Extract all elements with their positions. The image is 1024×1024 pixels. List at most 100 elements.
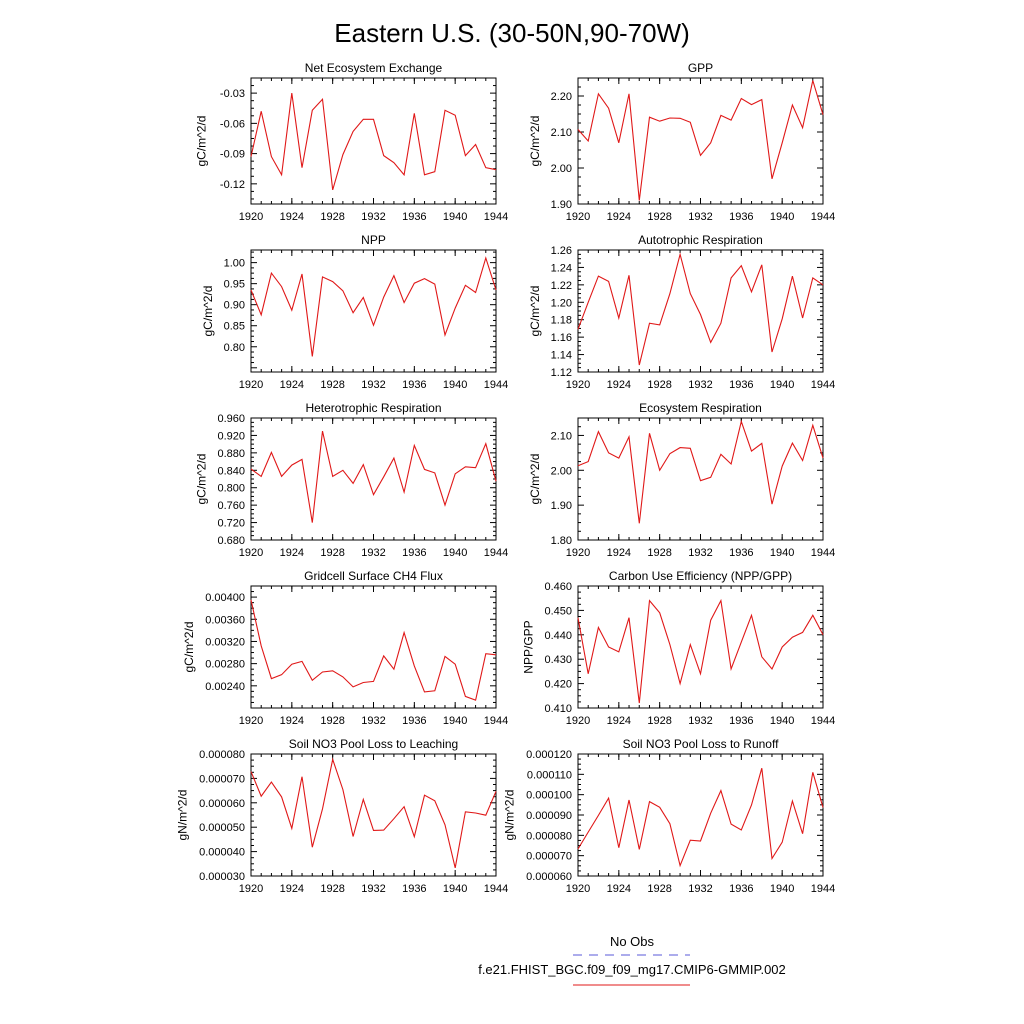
y-tick-label: 0.000060 bbox=[199, 798, 245, 810]
x-tick-label: 1920 bbox=[566, 883, 590, 895]
y-tick-label: 1.12 bbox=[551, 367, 572, 379]
x-tick-label: 1936 bbox=[402, 211, 426, 223]
plot-frame bbox=[250, 249, 497, 373]
chart-title: Ecosystem Respiration bbox=[639, 401, 762, 415]
y-tick-label: 0.000100 bbox=[526, 790, 572, 802]
y-tick-label: 0.800 bbox=[217, 483, 245, 495]
y-tick-label: 1.90 bbox=[551, 199, 572, 211]
x-tick-label: 1928 bbox=[647, 715, 671, 727]
y-tick-label: 0.840 bbox=[217, 465, 245, 477]
y-tick-label: -0.09 bbox=[220, 149, 245, 161]
y-axis-label: gC/m^2/d bbox=[528, 454, 542, 505]
y-tick-label: 1.20 bbox=[551, 297, 572, 309]
x-tick-label: 1928 bbox=[320, 211, 344, 223]
x-tick-label: 1940 bbox=[770, 379, 794, 391]
x-tick-label: 1920 bbox=[566, 547, 590, 559]
y-tick-label: 0.720 bbox=[217, 518, 245, 530]
x-tick-label: 1932 bbox=[688, 547, 712, 559]
x-tick-label: 1920 bbox=[566, 379, 590, 391]
x-tick-label: 1932 bbox=[688, 883, 712, 895]
x-tick-label: 1940 bbox=[443, 211, 467, 223]
y-tick-label: 1.18 bbox=[551, 315, 572, 327]
x-tick-label: 1924 bbox=[607, 547, 631, 559]
chart-title: Carbon Use Efficiency (NPP/GPP) bbox=[609, 569, 792, 583]
plot-frame bbox=[250, 585, 497, 709]
x-tick-label: 1936 bbox=[402, 715, 426, 727]
chart-title: Heterotrophic Respiration bbox=[305, 401, 441, 415]
x-tick-label: 1932 bbox=[361, 547, 385, 559]
x-tick-label: 1940 bbox=[770, 715, 794, 727]
y-tick-label: 0.85 bbox=[224, 321, 245, 333]
y-tick-label: 0.000040 bbox=[199, 847, 245, 859]
legend-model-label: f.e21.FHIST_BGC.f09_f09_mg17.CMIP6-GMMIP… bbox=[478, 962, 786, 977]
series-line bbox=[577, 598, 824, 704]
chart-panel: GPP 1920 1924 1928 1932 1936 1940 1944 2.20 2.10 2… bbox=[528, 61, 835, 223]
x-tick-label: 1920 bbox=[239, 547, 263, 559]
y-tick-label: 0.880 bbox=[217, 448, 245, 460]
y-tick-label: 0.000080 bbox=[199, 749, 245, 761]
x-tick-label: 1936 bbox=[729, 883, 753, 895]
series-line bbox=[250, 256, 497, 357]
plot-frame bbox=[250, 417, 497, 541]
x-tick-label: 1924 bbox=[280, 211, 304, 223]
y-tick-label: 0.00240 bbox=[205, 681, 245, 693]
y-tick-label: 0.000120 bbox=[526, 749, 572, 761]
chart-title: Net Ecosystem Exchange bbox=[305, 61, 443, 75]
y-tick-label: 1.26 bbox=[551, 245, 572, 257]
y-axis-label: gC/m^2/d bbox=[528, 116, 542, 167]
series-line bbox=[250, 757, 497, 869]
x-tick-label: 1944 bbox=[811, 883, 835, 895]
y-tick-label: 0.000070 bbox=[199, 773, 245, 785]
x-tick-label: 1932 bbox=[361, 715, 385, 727]
y-tick-label: 0.00360 bbox=[205, 614, 245, 626]
x-tick-label: 1932 bbox=[361, 211, 385, 223]
chart-title: NPP bbox=[361, 233, 386, 247]
y-tick-label: -0.12 bbox=[220, 179, 245, 191]
series-line bbox=[577, 419, 824, 524]
chart-panel: Soil NO3 Pool Loss to Runoff 1920 1924 1928… bbox=[503, 737, 836, 895]
y-tick-label: 0.000080 bbox=[526, 830, 572, 842]
series-line bbox=[250, 430, 497, 523]
y-tick-label: 2.00 bbox=[551, 465, 572, 477]
series-line bbox=[577, 768, 824, 868]
x-tick-label: 1940 bbox=[443, 379, 467, 391]
y-tick-label: 2.10 bbox=[551, 430, 572, 442]
y-axis-label: gN/m^2/d bbox=[503, 790, 517, 841]
x-tick-label: 1924 bbox=[280, 547, 304, 559]
chart-title: Soil NO3 Pool Loss to Leaching bbox=[289, 737, 458, 751]
y-tick-label: 1.22 bbox=[551, 280, 572, 292]
y-tick-label: 1.00 bbox=[224, 258, 245, 270]
x-tick-label: 1924 bbox=[607, 211, 631, 223]
chart-panel: Net Ecosystem Exchange 1920 1924 1928 1932 19… bbox=[195, 61, 509, 223]
chart-panel: Ecosystem Respiration 1920 1924 1928 1932 193… bbox=[528, 401, 835, 559]
legend-obs-label: No Obs bbox=[610, 934, 655, 949]
x-tick-label: 1928 bbox=[647, 379, 671, 391]
x-tick-label: 1936 bbox=[729, 715, 753, 727]
x-tick-label: 1944 bbox=[484, 715, 508, 727]
x-tick-label: 1944 bbox=[484, 379, 508, 391]
y-tick-label: 0.410 bbox=[544, 703, 572, 715]
y-axis-label: gC/m^2/d bbox=[182, 622, 196, 673]
x-tick-label: 1924 bbox=[280, 883, 304, 895]
x-tick-label: 1940 bbox=[443, 883, 467, 895]
series-line bbox=[250, 93, 497, 191]
plot-frame bbox=[577, 585, 824, 709]
x-tick-label: 1944 bbox=[811, 547, 835, 559]
y-tick-label: 0.430 bbox=[544, 654, 572, 666]
y-tick-label: 0.00280 bbox=[205, 659, 245, 671]
panels: Net Ecosystem Exchange 1920 1924 1928 1932 19… bbox=[176, 61, 836, 895]
x-tick-label: 1928 bbox=[320, 379, 344, 391]
chart-panel: Autotrophic Respiration 1920 1924 1928 1932 1… bbox=[528, 233, 835, 391]
y-tick-label: 0.760 bbox=[217, 500, 245, 512]
x-tick-label: 1920 bbox=[239, 715, 263, 727]
y-axis-label: gC/m^2/d bbox=[528, 286, 542, 337]
x-tick-label: 1932 bbox=[688, 211, 712, 223]
x-tick-label: 1936 bbox=[402, 883, 426, 895]
chart-title: GPP bbox=[688, 61, 713, 75]
chart-panel: Soil NO3 Pool Loss to Leaching 1920 1924 19… bbox=[176, 737, 509, 895]
plot-frame bbox=[577, 753, 824, 877]
plot-frame bbox=[577, 77, 824, 205]
x-tick-label: 1944 bbox=[811, 379, 835, 391]
x-tick-label: 1932 bbox=[361, 379, 385, 391]
